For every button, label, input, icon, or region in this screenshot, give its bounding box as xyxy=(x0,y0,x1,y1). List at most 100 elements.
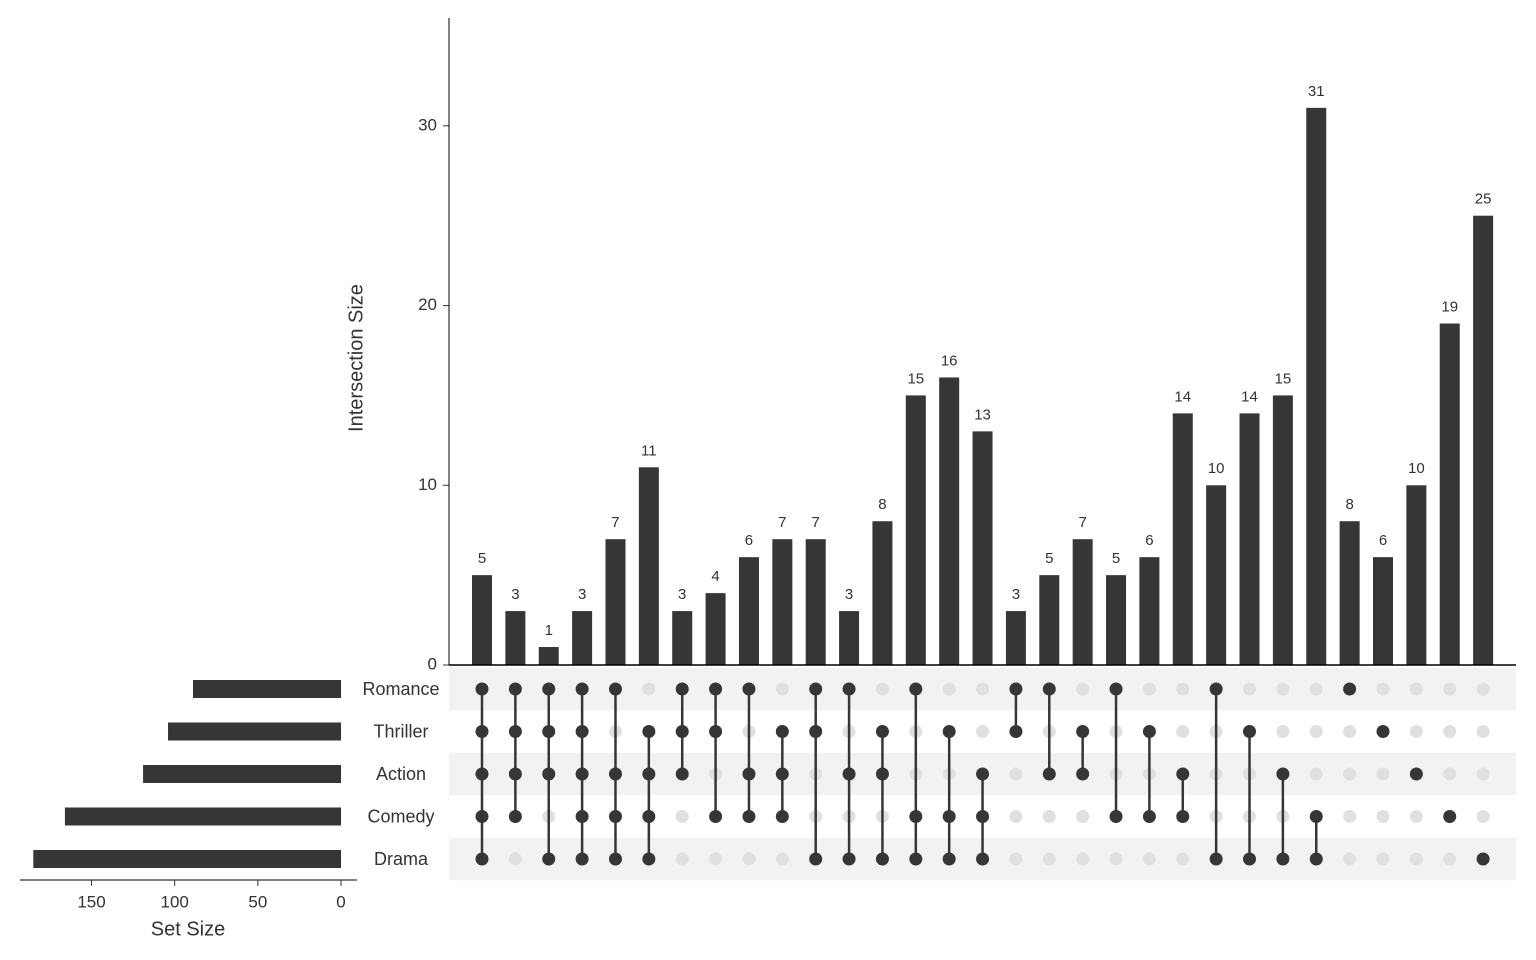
member-dot xyxy=(1042,767,1056,781)
bar xyxy=(705,593,726,665)
bar-label: 7 xyxy=(611,514,619,531)
bar-label: 15 xyxy=(907,370,924,387)
member-dot xyxy=(775,725,789,738)
set-size-bar xyxy=(64,807,341,826)
member-dot xyxy=(842,767,856,781)
member-dot xyxy=(1142,810,1156,823)
empty-dot xyxy=(1409,852,1423,866)
bar-label: 15 xyxy=(1275,370,1292,387)
member-dot xyxy=(842,852,856,866)
bar-label: 13 xyxy=(974,406,991,423)
bar xyxy=(738,557,759,665)
set-size-bar xyxy=(168,722,341,741)
member-dot xyxy=(1109,682,1123,696)
empty-dot xyxy=(1009,852,1023,866)
member-dot xyxy=(675,767,689,781)
bar-label: 7 xyxy=(1078,514,1086,531)
bar-label: 14 xyxy=(1241,388,1258,405)
empty-dot xyxy=(1376,767,1390,781)
member-dot xyxy=(642,810,656,823)
y-tick-label: 30 xyxy=(418,115,437,134)
empty-dot xyxy=(1109,852,1123,866)
x-tick-label: 0 xyxy=(336,892,345,911)
empty-dot xyxy=(675,852,689,866)
member-dot xyxy=(1076,725,1090,738)
member-dot xyxy=(508,725,522,738)
member-dot xyxy=(976,852,990,866)
empty-dot xyxy=(1376,682,1390,696)
bar xyxy=(605,539,626,665)
member-dot xyxy=(942,810,956,823)
member-dot xyxy=(709,810,723,823)
member-dot xyxy=(1009,725,1023,738)
x-tick-label: 150 xyxy=(77,892,105,911)
x-axis-label: Set Size xyxy=(151,918,225,940)
bar xyxy=(1172,413,1193,665)
member-dot xyxy=(1176,810,1190,823)
bar xyxy=(472,575,492,665)
member-dot xyxy=(742,810,756,823)
empty-dot xyxy=(1476,725,1490,738)
empty-dot xyxy=(1076,810,1090,823)
member-dot xyxy=(909,682,923,696)
member-dot xyxy=(775,810,789,823)
bar-label: 16 xyxy=(941,352,958,369)
empty-dot xyxy=(1076,682,1090,696)
member-dot xyxy=(542,767,556,781)
empty-dot xyxy=(1309,682,1323,696)
bar xyxy=(1005,611,1026,665)
bar xyxy=(1439,323,1460,665)
bar-label: 3 xyxy=(1012,586,1020,603)
empty-dot xyxy=(1409,682,1423,696)
member-dot xyxy=(809,725,823,738)
empty-dot xyxy=(1009,810,1023,823)
empty-dot xyxy=(1409,725,1423,738)
empty-dot xyxy=(1042,852,1056,866)
member-dot xyxy=(1209,852,1223,866)
empty-dot xyxy=(976,682,990,696)
empty-dot xyxy=(1343,767,1357,781)
empty-dot xyxy=(1176,725,1190,738)
member-dot xyxy=(608,810,622,823)
empty-dot xyxy=(1476,767,1490,781)
set-label: Thriller xyxy=(373,721,428,741)
bar-label: 31 xyxy=(1308,83,1325,100)
member-dot xyxy=(1243,852,1257,866)
bar xyxy=(1339,521,1360,665)
bar xyxy=(1139,557,1160,665)
member-dot xyxy=(1042,682,1056,696)
bar xyxy=(1306,107,1327,666)
empty-dot xyxy=(775,682,789,696)
bar-label: 6 xyxy=(1379,532,1387,549)
empty-dot xyxy=(976,725,990,738)
member-dot xyxy=(1376,725,1390,738)
bar xyxy=(805,539,826,665)
member-dot xyxy=(542,682,556,696)
bar-label: 14 xyxy=(1174,388,1191,405)
member-dot xyxy=(542,725,556,738)
empty-dot xyxy=(1042,810,1056,823)
empty-dot xyxy=(1476,682,1490,696)
bar-label: 7 xyxy=(778,514,786,531)
empty-dot xyxy=(1309,725,1323,738)
empty-dot xyxy=(642,682,656,696)
empty-dot xyxy=(1409,810,1423,823)
empty-dot xyxy=(1443,682,1457,696)
member-dot xyxy=(642,852,656,866)
member-dot xyxy=(1076,767,1090,781)
member-dot xyxy=(575,767,589,781)
bar xyxy=(1239,413,1260,665)
bar xyxy=(872,521,893,665)
bar-label: 5 xyxy=(1045,550,1053,567)
empty-dot xyxy=(1443,725,1457,738)
bar-label: 4 xyxy=(711,568,719,585)
member-dot xyxy=(1209,682,1223,696)
bar xyxy=(939,377,960,665)
member-dot xyxy=(976,767,990,781)
y-tick-label: 10 xyxy=(418,475,437,494)
bar-label: 1 xyxy=(545,622,553,639)
member-dot xyxy=(909,810,923,823)
member-dot xyxy=(608,852,622,866)
bar-label: 8 xyxy=(878,496,886,513)
empty-dot xyxy=(1376,852,1390,866)
